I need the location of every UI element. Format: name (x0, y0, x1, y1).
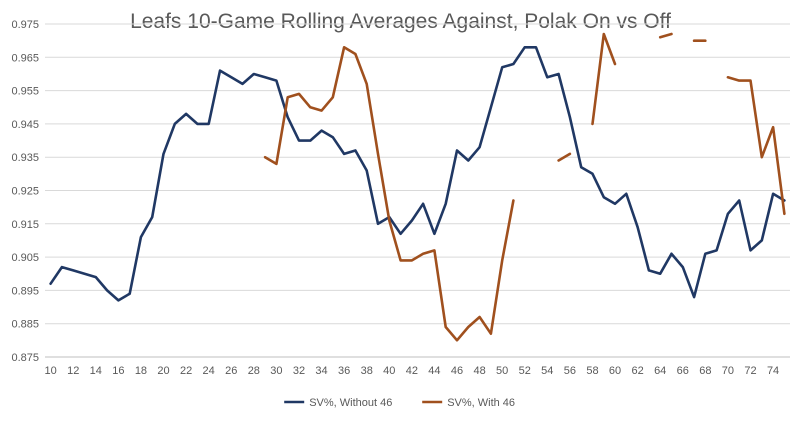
x-tick-label: 24 (203, 365, 215, 377)
y-tick-label: 0.885 (11, 319, 39, 331)
x-tick-label: 26 (225, 365, 237, 377)
x-tick-label: 40 (383, 365, 395, 377)
legend-item: SV%, Without 46 (284, 397, 392, 409)
x-tick-label: 48 (473, 365, 485, 377)
x-tick-label: 62 (631, 365, 643, 377)
series-line-segment (263, 46, 515, 342)
series-line-segment (557, 152, 572, 162)
series-line-segment (591, 32, 617, 126)
x-tick-label: 36 (338, 365, 350, 377)
y-tick-label: 0.965 (11, 52, 39, 64)
x-tick-label: 28 (248, 365, 260, 377)
y-tick-label: 0.875 (11, 352, 39, 364)
legend: SV%, Without 46 SV%, With 46 (284, 397, 515, 409)
x-tick-label: 72 (744, 365, 756, 377)
x-tick-label: 32 (293, 365, 305, 377)
x-tick-label: 18 (135, 365, 147, 377)
x-tick-label: 38 (361, 365, 373, 377)
x-tick-label: 42 (406, 365, 418, 377)
x-tick-label: 20 (157, 365, 169, 377)
x-tick-label: 56 (564, 365, 576, 377)
series-line-segment (726, 76, 786, 216)
legend-item: SV%, With 46 (422, 397, 515, 409)
series-1 (49, 46, 786, 302)
x-tick-label: 30 (270, 365, 282, 377)
y-tick-label: 0.975 (11, 19, 39, 31)
x-tick-label: 12 (67, 365, 79, 377)
x-tick-label: 60 (609, 365, 621, 377)
x-tick-label: 66 (677, 365, 689, 377)
y-tick-label: 0.935 (11, 152, 39, 164)
series-line-segment (658, 32, 673, 39)
x-tick-label: 64 (654, 365, 666, 377)
chart-title: Leafs 10-Game Rolling Averages Against, … (130, 10, 671, 33)
series-line-segment (49, 46, 786, 302)
x-tick-label: 16 (112, 365, 124, 377)
x-tick-label: 46 (451, 365, 463, 377)
axes: 0.875 0.885 0.895 0.905 0.915 0.925 0.935 0.945… (11, 19, 790, 377)
series-lines (49, 32, 786, 342)
y-tick-label: 0.895 (11, 285, 39, 297)
x-tick-label: 10 (45, 365, 57, 377)
x-tick-label: 70 (722, 365, 734, 377)
series-2 (263, 32, 786, 342)
y-tick-label: 0.915 (11, 219, 39, 231)
x-tick-label: 54 (541, 365, 553, 377)
legend-label: SV%, Without 46 (309, 397, 392, 409)
x-tick-label: 14 (90, 365, 102, 377)
y-tick-label: 0.955 (11, 86, 39, 98)
x-tick-label: 44 (428, 365, 440, 377)
gridlines (45, 23, 790, 325)
legend-label: SV%, With 46 (447, 397, 515, 409)
x-tick-label: 52 (519, 365, 531, 377)
x-tick-label: 74 (767, 365, 779, 377)
y-tick-label: 0.945 (11, 119, 39, 131)
x-tick-label: 50 (496, 365, 508, 377)
x-tick-label: 58 (586, 365, 598, 377)
x-tick-label: 68 (699, 365, 711, 377)
y-tick-label: 0.925 (11, 186, 39, 198)
x-tick-label: 22 (180, 365, 192, 377)
y-tick-label: 0.905 (11, 252, 39, 264)
x-tick-label: 34 (315, 365, 327, 377)
